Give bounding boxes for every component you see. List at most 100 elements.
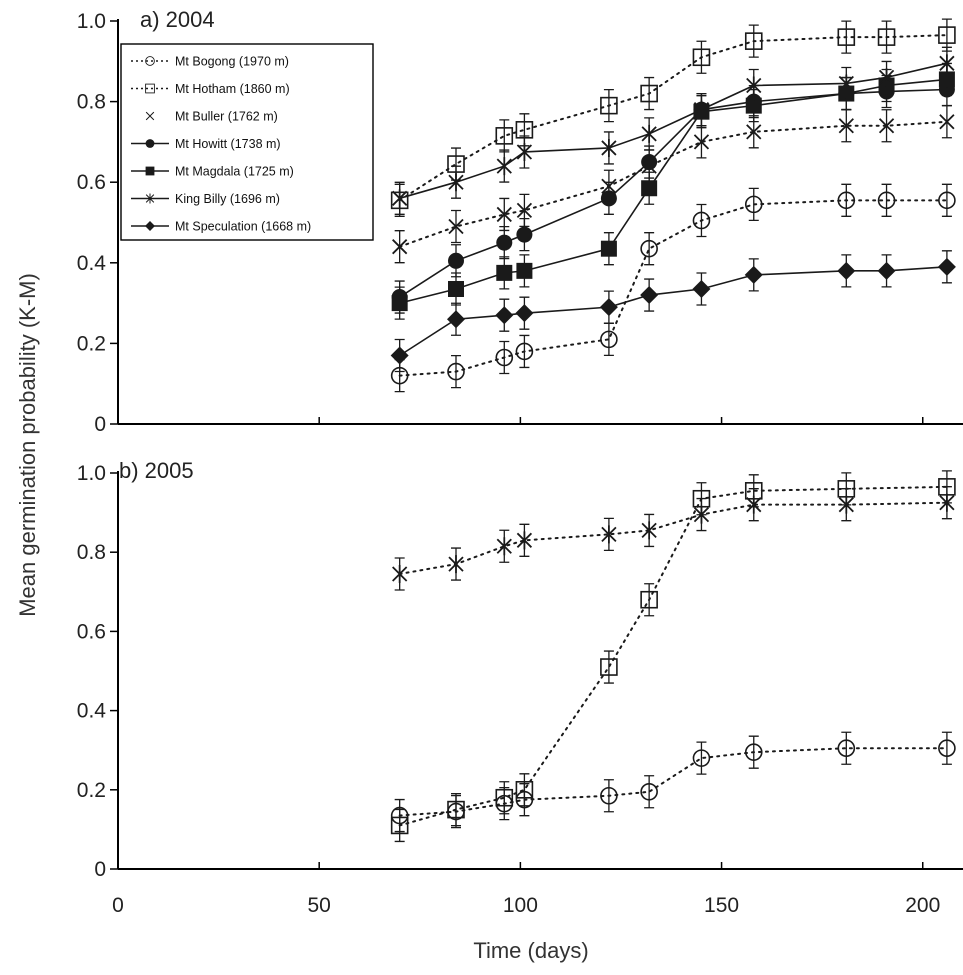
panel-b-series-2 — [392, 486, 955, 591]
error-bar — [748, 24, 759, 58]
data-point — [937, 257, 956, 276]
panel-b-y-tick-label: 1.0 — [77, 462, 106, 485]
data-point — [938, 26, 956, 44]
data-point — [448, 280, 464, 297]
panel-b-y-tick-label: 0.6 — [77, 620, 106, 643]
panel-b-y-tick-label: 0.2 — [77, 779, 106, 802]
panel-b-series-0 — [390, 731, 956, 833]
x-tick-label: 150 — [704, 894, 739, 917]
error-bar — [941, 183, 952, 217]
legend-label: Mt Buller (1762 m) — [175, 110, 278, 124]
data-point — [693, 505, 710, 524]
panel-a-series-2 — [392, 105, 955, 264]
panel-a-y-tick-label: 1.0 — [77, 10, 106, 33]
series-line — [398, 501, 948, 575]
data-point — [837, 191, 856, 210]
legend-label: Mt Speculation (1668 m) — [175, 220, 311, 234]
error-bar — [499, 340, 510, 375]
legend-item-0: Mt Bogong (1970 m) — [131, 55, 289, 69]
data-point — [516, 531, 533, 550]
data-point — [448, 173, 464, 192]
data-point — [392, 239, 408, 255]
y-axis-title: Mean germination probability (K-M) — [15, 273, 40, 617]
data-point — [495, 788, 514, 807]
legend-item-2: Mt Buller (1762 m) — [145, 110, 278, 124]
series-line — [398, 120, 948, 248]
data-point — [600, 330, 618, 349]
legend-marker-shape — [145, 166, 155, 176]
error-bar — [644, 583, 655, 617]
error-bar — [499, 781, 510, 815]
error-bar — [748, 735, 759, 769]
data-point — [640, 782, 658, 801]
series-line — [398, 34, 948, 202]
data-point — [837, 261, 856, 280]
legend-marker — [145, 139, 155, 148]
data-point — [516, 142, 533, 161]
error-bar — [451, 354, 461, 389]
panel-b-label: b) 2005 — [119, 458, 194, 483]
error-bar — [499, 119, 510, 153]
data-point — [601, 525, 617, 544]
series-line — [398, 62, 948, 200]
series-line — [398, 78, 948, 304]
series-line — [398, 88, 948, 298]
legend-label: Mt Howitt (1738 m) — [175, 137, 281, 151]
data-point — [640, 84, 658, 103]
data-point — [495, 127, 514, 145]
panel-b-y-tick-label: 0.8 — [77, 541, 106, 564]
legend-label: Mt Bogong (1970 m) — [175, 55, 289, 69]
error-bar — [841, 731, 852, 765]
panel-b-y-tick-label: 0.4 — [77, 700, 107, 723]
data-point — [641, 124, 657, 143]
error-bar — [748, 187, 759, 222]
legend-marker-shape — [145, 193, 155, 204]
legend-label: Mt Magdala (1725 m) — [175, 165, 294, 179]
data-point — [939, 493, 955, 512]
error-bar — [881, 183, 892, 217]
data-point — [878, 118, 895, 134]
data-point — [516, 202, 533, 219]
legend-marker-shape — [145, 83, 155, 94]
legend-box — [120, 43, 374, 241]
data-point — [392, 564, 408, 583]
data-point — [390, 346, 409, 365]
data-point — [496, 537, 512, 556]
panel-a-series-1 — [390, 18, 956, 217]
legend-item-4: Mt Magdala (1725 m) — [131, 165, 294, 179]
data-point — [746, 495, 762, 514]
error-bar — [841, 183, 852, 217]
panel-a: 0 0.2 0.4 0.6 0.8 1.0 — [77, 10, 963, 436]
error-bar — [696, 40, 707, 74]
series-line — [398, 747, 948, 817]
x-tick-label: 200 — [905, 894, 940, 917]
data-point — [600, 786, 618, 805]
data-point — [837, 28, 856, 46]
data-point — [496, 206, 512, 223]
legend-item-5: King Billy (1696 m) — [131, 192, 280, 206]
error-bar — [603, 88, 614, 123]
data-point — [939, 114, 955, 130]
data-point — [640, 239, 658, 258]
error-bar — [881, 20, 892, 54]
data-point — [600, 96, 618, 115]
error-bar — [696, 741, 707, 775]
data-point — [938, 191, 956, 210]
legend-label: King Billy (1696 m) — [175, 192, 280, 206]
legend-item-1: Mt Hotham (1860 m) — [131, 82, 290, 96]
panel-a-y-tick-label: 0.8 — [77, 91, 106, 114]
data-point — [391, 295, 408, 312]
data-point — [744, 265, 763, 284]
error-bar — [644, 775, 655, 809]
panel-a-series-0 — [390, 183, 956, 393]
data-point — [877, 28, 896, 46]
error-bar — [519, 773, 530, 807]
data-point — [744, 743, 763, 761]
legend-marker — [145, 111, 155, 121]
legend-marker-shape — [145, 111, 155, 121]
data-point — [495, 306, 514, 325]
panel-a-label: a) 2004 — [140, 7, 215, 32]
data-point — [447, 310, 465, 329]
legend-marker — [145, 193, 155, 204]
data-point — [640, 590, 658, 609]
